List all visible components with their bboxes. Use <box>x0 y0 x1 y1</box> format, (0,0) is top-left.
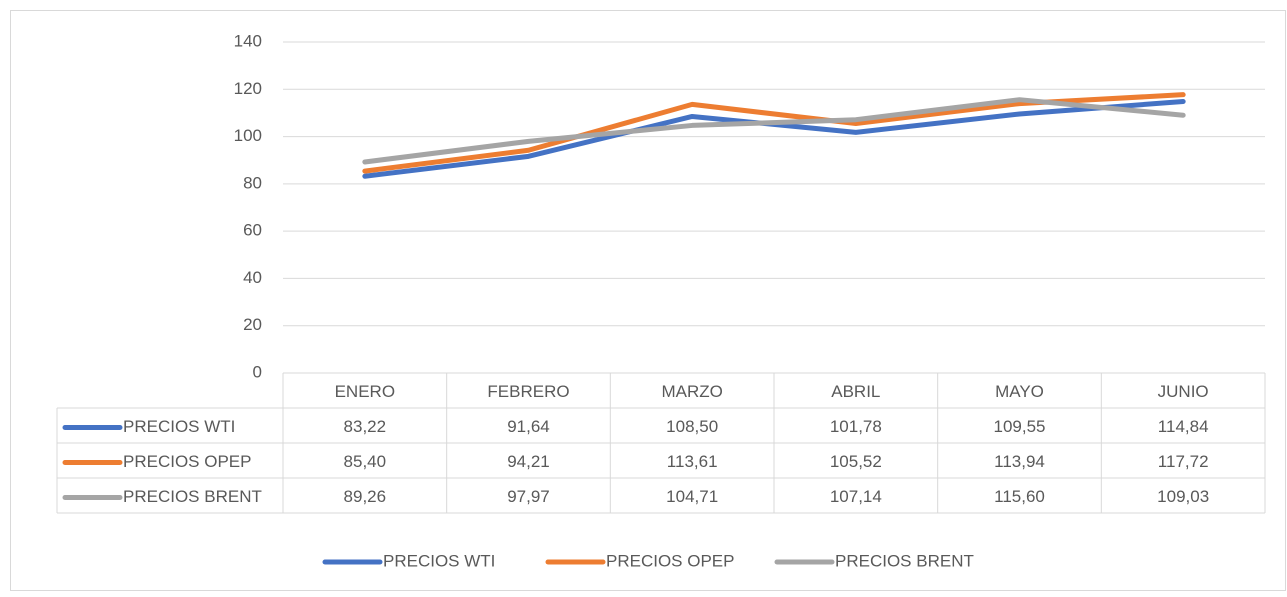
legend-label: PRECIOS OPEP <box>606 551 734 570</box>
table-value: 117,72 <box>1158 452 1209 471</box>
y-tick-label: 20 <box>243 315 262 334</box>
table-value: 105,52 <box>830 452 882 471</box>
y-tick-label: 120 <box>234 79 262 98</box>
series-line <box>362 97 1186 165</box>
table-value: 85,40 <box>344 452 387 471</box>
table-value: 109,03 <box>1157 487 1209 506</box>
table-value: 91,64 <box>507 417 550 436</box>
table-value: 89,26 <box>344 487 387 506</box>
table-value: 113,94 <box>994 452 1045 471</box>
table-series-name: PRECIOS OPEP <box>123 452 251 471</box>
table-series-name: PRECIOS WTI <box>123 417 235 436</box>
table-value: 108,50 <box>666 417 718 436</box>
table-value: 104,71 <box>666 487 718 506</box>
table-value: 83,22 <box>344 417 387 436</box>
table-series-name: PRECIOS BRENT <box>123 487 262 506</box>
y-tick-label: 100 <box>234 126 262 145</box>
table-value: 101,78 <box>830 417 882 436</box>
y-tick-label: 80 <box>243 173 262 192</box>
legend-label: PRECIOS WTI <box>383 551 495 570</box>
table-value: 109,55 <box>994 417 1046 436</box>
table-value: 113,61 <box>667 452 718 471</box>
y-tick-label: 40 <box>243 268 262 287</box>
x-tick-label: JUNIO <box>1158 382 1209 401</box>
y-tick-label: 140 <box>234 31 262 50</box>
y-tick-label: 60 <box>243 221 262 240</box>
table-value: 115,60 <box>994 487 1045 506</box>
table-value: 94,21 <box>507 452 550 471</box>
x-tick-label: FEBRERO <box>487 382 569 401</box>
x-tick-label: ENERO <box>335 382 395 401</box>
y-tick-label: 0 <box>253 362 262 381</box>
x-tick-label: MAYO <box>995 382 1044 401</box>
x-tick-label: MARZO <box>661 382 722 401</box>
table-value: 97,97 <box>507 487 550 506</box>
legend-label: PRECIOS BRENT <box>835 551 974 570</box>
table-value: 114,84 <box>1158 417 1209 436</box>
table-value: 107,14 <box>830 487 882 506</box>
x-tick-label: ABRIL <box>831 382 880 401</box>
